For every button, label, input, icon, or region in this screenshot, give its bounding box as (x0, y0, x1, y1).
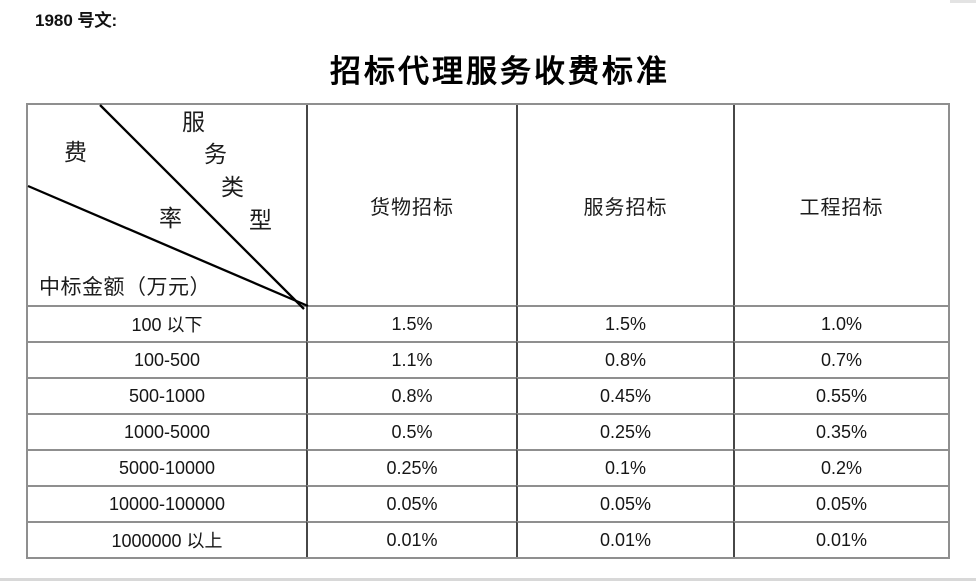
rate-cell: 0.05% (733, 485, 948, 521)
rate-cell: 0.55% (733, 377, 948, 413)
rate-cell: 1.5% (516, 305, 733, 341)
page-top-right-edge (950, 0, 976, 3)
rate-cell: 0.5% (306, 413, 516, 449)
page-title: 招标代理服务收费标准 (330, 54, 670, 90)
rate-cell: 0.35% (733, 413, 948, 449)
rate-cell: 0.8% (516, 341, 733, 377)
row-amount-label: 10000-100000 (28, 485, 306, 521)
rate-cell: 0.2% (733, 449, 948, 485)
corner-service-type-char-1: 服 (182, 110, 205, 136)
page-bottom-edge (0, 578, 976, 581)
row-amount-label: 5000-10000 (28, 449, 306, 485)
rate-cell: 0.25% (306, 449, 516, 485)
rate-cell: 0.01% (306, 521, 516, 557)
corner-service-type-char-4: 型 (249, 208, 272, 234)
doc-ref-label: 1980 号文: (35, 11, 118, 30)
row-amount-label: 500-1000 (28, 377, 306, 413)
fee-table: 费 率 服 务 类 型 中标金额（万元） 货物招标 服务招标 工程招标 100 … (26, 103, 950, 559)
rate-cell: 0.1% (516, 449, 733, 485)
column-header-goods-bidding: 货物招标 (306, 105, 516, 305)
row-amount-label: 100 以下 (28, 305, 306, 341)
corner-service-type-char-2: 务 (204, 142, 227, 168)
corner-amount-axis-label: 中标金额（万元） (39, 275, 211, 299)
row-amount-label: 100-500 (28, 341, 306, 377)
corner-fee-char: 费 (64, 140, 87, 166)
row-amount-label: 1000-5000 (28, 413, 306, 449)
column-header-works-bidding: 工程招标 (733, 105, 948, 305)
corner-service-type-char-3: 类 (221, 175, 244, 201)
rate-cell: 0.25% (516, 413, 733, 449)
table-corner-cell: 费 率 服 务 类 型 中标金额（万元） (27, 104, 309, 310)
rate-cell: 1.5% (306, 305, 516, 341)
rate-cell: 0.7% (733, 341, 948, 377)
rate-cell: 0.05% (516, 485, 733, 521)
rate-cell: 0.01% (516, 521, 733, 557)
rate-cell: 1.0% (733, 305, 948, 341)
rate-cell: 0.45% (516, 377, 733, 413)
rate-cell: 0.8% (306, 377, 516, 413)
column-header-service-bidding: 服务招标 (516, 105, 733, 305)
rate-cell: 0.05% (306, 485, 516, 521)
rate-cell: 0.01% (733, 521, 948, 557)
rate-cell: 1.1% (306, 341, 516, 377)
corner-rate-char: 率 (159, 206, 182, 232)
row-amount-label: 1000000 以上 (28, 521, 306, 557)
